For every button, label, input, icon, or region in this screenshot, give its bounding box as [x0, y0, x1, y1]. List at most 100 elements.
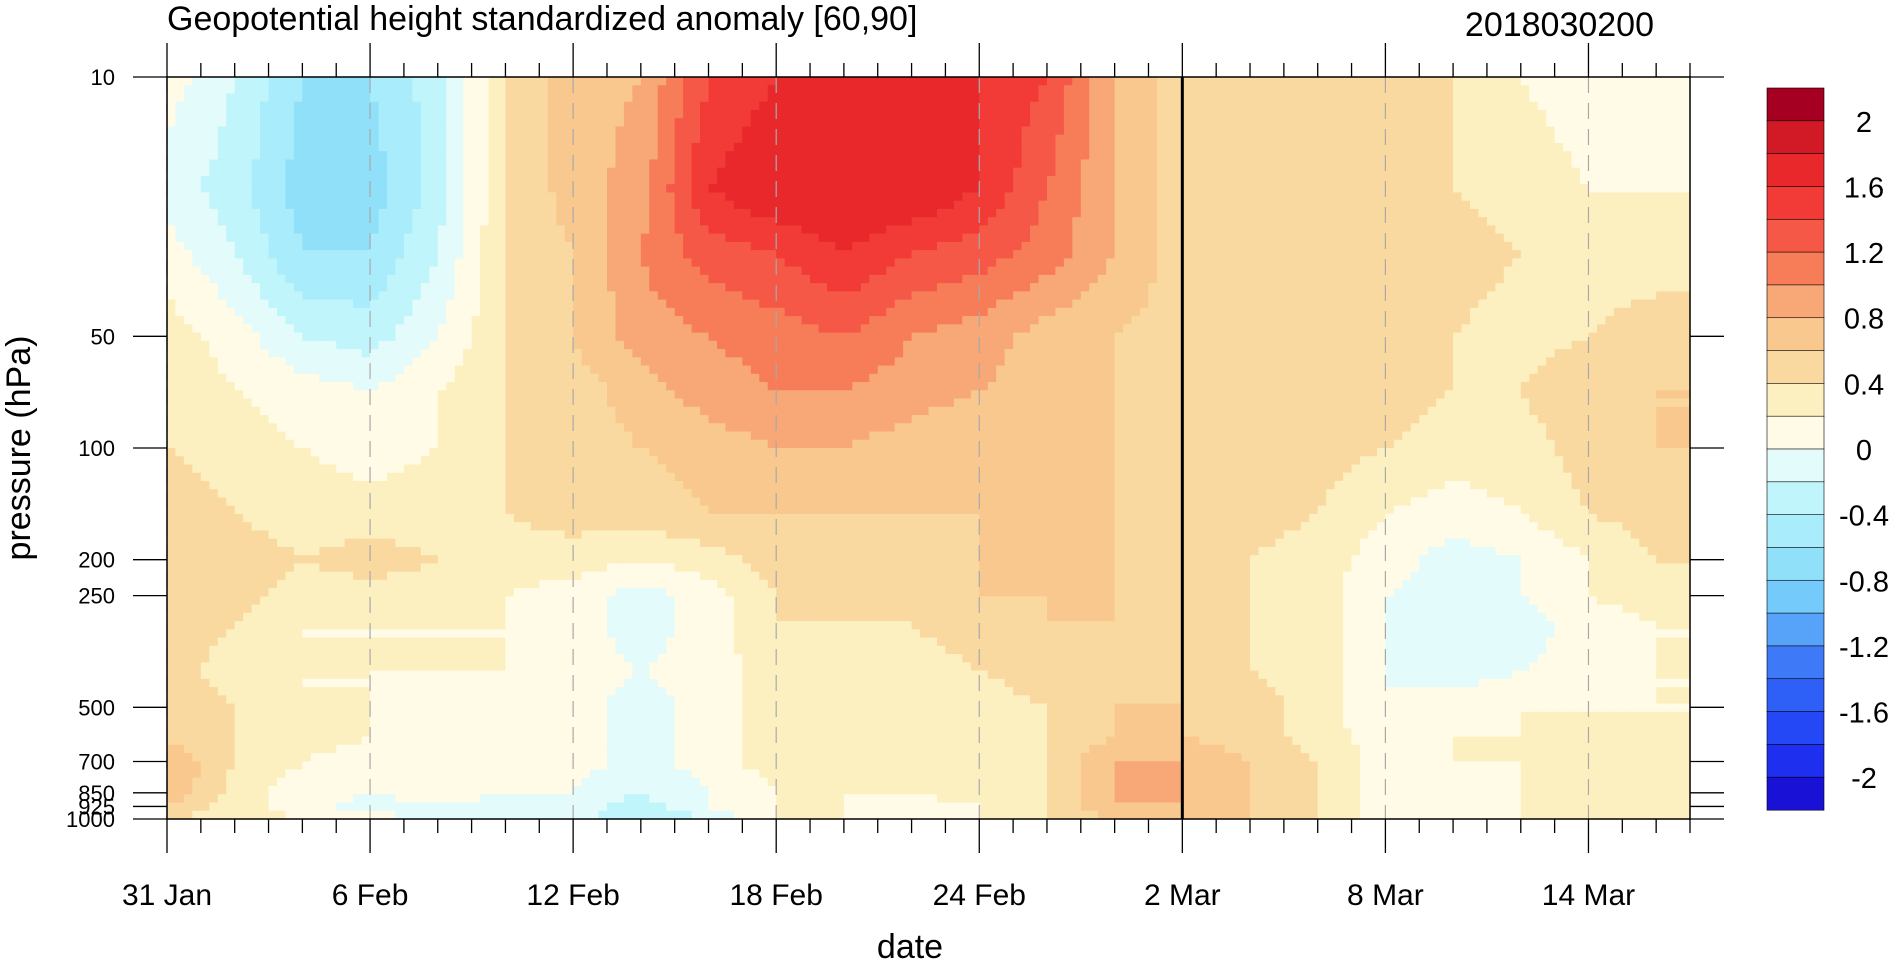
contour-cell [285, 258, 295, 268]
contour-cell [742, 225, 752, 235]
contour-cell [826, 225, 837, 235]
contour-cell [590, 274, 600, 284]
contour-cell [429, 151, 439, 161]
contour-cell [353, 266, 363, 276]
contour-cell [708, 159, 718, 169]
contour-cell [869, 241, 879, 251]
contour-cell [403, 167, 413, 177]
contour-cell [987, 126, 997, 136]
contour-cell [260, 134, 270, 144]
contour-cell [708, 109, 718, 119]
contour-cell [1470, 175, 1480, 185]
contour-cell [1461, 167, 1471, 177]
contour-cell [793, 151, 803, 161]
contour-cell [1080, 208, 1090, 218]
contour-cell [700, 250, 710, 259]
contour-cell [268, 77, 278, 86]
contour-cell [1004, 126, 1014, 136]
contour-cell [209, 200, 219, 210]
contour-cell [666, 274, 676, 284]
contour-cell [556, 175, 566, 185]
contour-cell [505, 77, 515, 86]
contour-cell [539, 93, 549, 103]
contour-cell [1351, 225, 1361, 235]
contour-cell [226, 167, 236, 177]
contour-cell [1173, 109, 1183, 119]
contour-cell [1351, 118, 1361, 128]
contour-cell [200, 167, 210, 177]
contour-cell [666, 101, 676, 111]
contour-cell [793, 118, 803, 128]
contour-cell [1013, 225, 1023, 235]
contour-cell [1063, 192, 1073, 202]
contour-cell [615, 167, 625, 177]
contour-cell [344, 109, 354, 119]
contour-cell [640, 159, 650, 169]
contour-cell [1013, 274, 1023, 284]
contour-cell [1140, 291, 1150, 301]
contour-cell [894, 109, 904, 119]
contour-cell [302, 266, 312, 276]
contour-cell [1402, 167, 1412, 177]
contour-cell [1419, 283, 1429, 292]
contour-cell [860, 151, 870, 161]
contour-cell [843, 101, 853, 111]
contour-cell [1343, 175, 1353, 185]
contour-cell [928, 85, 938, 95]
contour-cell [1461, 151, 1471, 161]
contour-cell [1596, 192, 1606, 202]
contour-cell [1529, 225, 1539, 235]
contour-cell [962, 250, 972, 259]
contour-cell [1173, 274, 1183, 284]
contour-cell [1224, 250, 1234, 259]
contour-cell [979, 101, 989, 111]
contour-cell [412, 217, 422, 226]
contour-cell [1343, 208, 1353, 218]
contour-cell [1478, 258, 1488, 268]
contour-cell [970, 109, 980, 119]
contour-cell [928, 126, 938, 136]
contour-cell [319, 175, 329, 185]
contour-cell [1520, 241, 1530, 251]
contour-cell [1546, 291, 1556, 301]
contour-cell [1596, 159, 1606, 169]
contour-cell [488, 109, 498, 119]
contour-cell [1681, 283, 1691, 292]
contour-cell [1368, 291, 1378, 301]
contour-cell [1241, 126, 1251, 136]
contour-cell [1376, 77, 1386, 86]
contour-cell [1512, 142, 1522, 152]
contour-cell [640, 101, 650, 111]
contour-cell [1224, 200, 1234, 210]
contour-cell [615, 241, 625, 251]
contour-cell [1630, 217, 1640, 226]
contour-cell [1266, 159, 1276, 169]
contour-cell [429, 299, 439, 309]
contour-cell [1512, 151, 1522, 161]
contour-cell [513, 233, 523, 243]
contour-cell [784, 184, 794, 194]
contour-cell [1673, 126, 1683, 136]
contour-cell [1216, 93, 1226, 103]
contour-cell [513, 159, 523, 169]
contour-cell [556, 299, 566, 309]
contour-cell [742, 233, 752, 243]
contour-cell [1419, 225, 1429, 235]
contour-cell [1571, 283, 1581, 292]
contour-cell [623, 159, 633, 169]
contour-cell [700, 142, 710, 152]
contour-cell [1419, 134, 1429, 144]
contour-cell [793, 159, 803, 169]
contour-cell [1605, 118, 1615, 128]
contour-cell [192, 200, 202, 210]
contour-cell [1233, 159, 1243, 169]
contour-cell [784, 175, 794, 185]
contour-cell [1537, 241, 1547, 251]
contour-cell [1673, 266, 1683, 276]
contour-cell [437, 299, 447, 309]
contour-cell [1520, 134, 1530, 144]
contour-cell [403, 217, 413, 226]
contour-cell [319, 85, 329, 95]
contour-cell [480, 299, 490, 309]
contour-cell [1055, 126, 1065, 136]
